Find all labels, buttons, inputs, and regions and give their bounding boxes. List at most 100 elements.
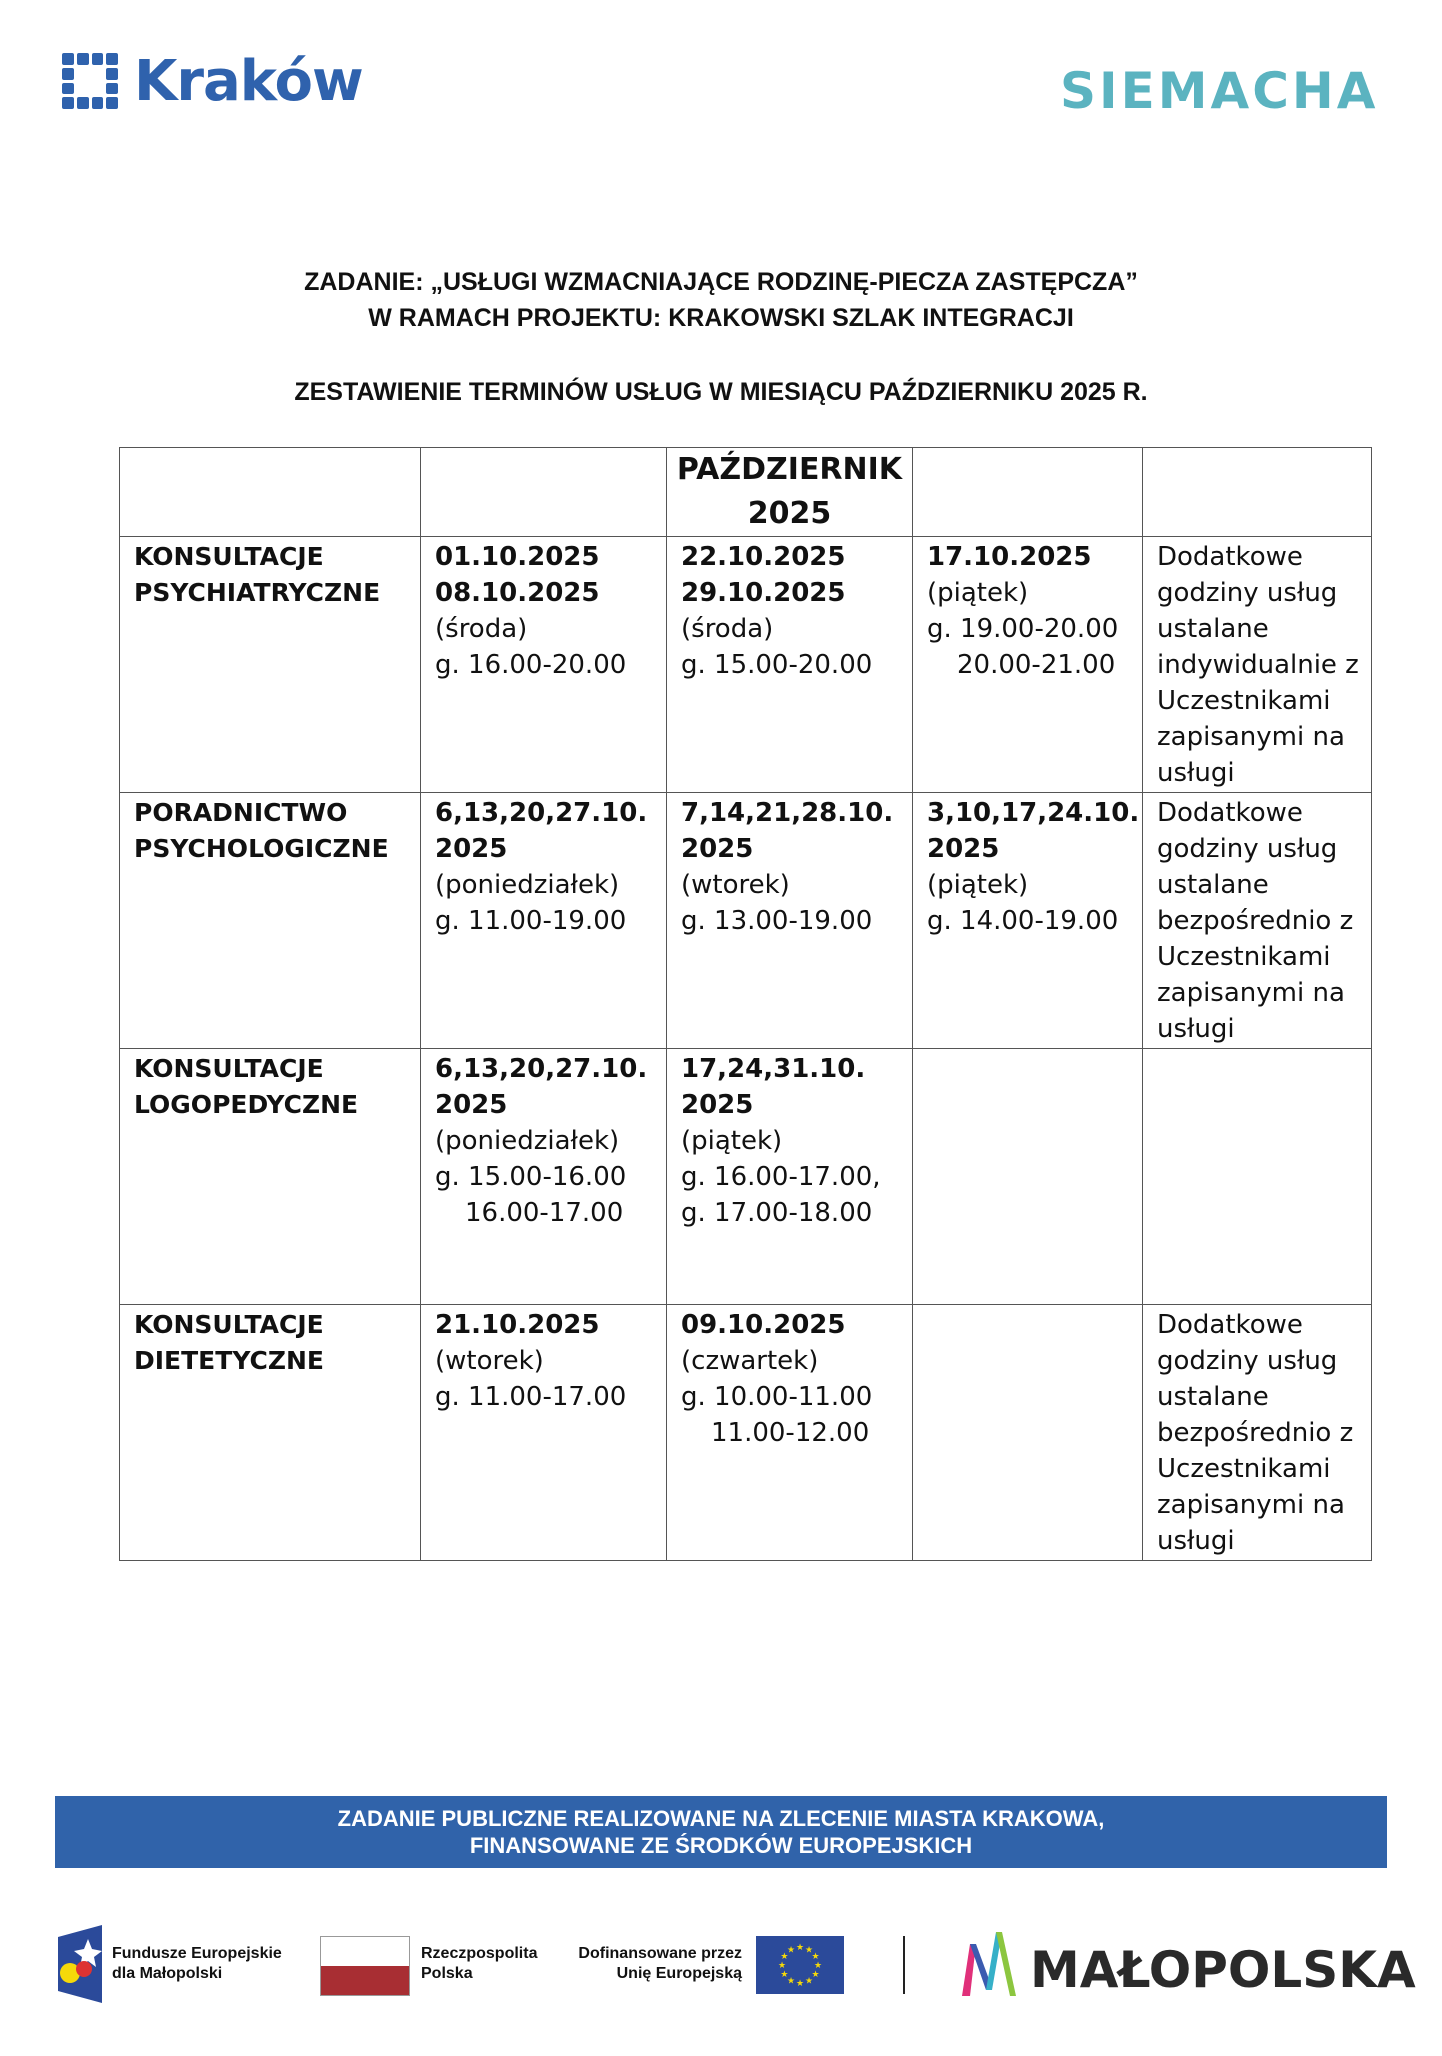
detail-line: indywidualnie z: [1157, 650, 1359, 680]
detail-line: zapisanymi na: [1157, 978, 1345, 1008]
detail-line: g. 16.00-17.00,: [681, 1162, 881, 1192]
eu-star: ★: [805, 1944, 813, 1954]
detail-line: (poniedziałek): [435, 1126, 620, 1156]
malopolska-logo: MAŁOPOLSKA: [960, 1932, 1416, 1996]
detail-line: godziny usług: [1157, 834, 1338, 864]
schedule-table: PAŹDZIERNIK 2025 KONSULTACJE PSYCHIATRYCZN…: [119, 447, 1372, 1561]
detail-line: g. 15.00-16.00: [435, 1162, 627, 1192]
service-name-cell: KONSULTACJE PSYCHIATRYCZNE: [119, 536, 421, 793]
date-line: 21.10.2025: [435, 1310, 600, 1340]
detail-line: g. 11.00-19.00: [435, 906, 627, 936]
date-line: 6,13,20,27.10.: [435, 1054, 648, 1084]
detail-line: g. 17.00-18.00: [681, 1198, 873, 1228]
eu-line: Unię Europejską: [616, 1965, 742, 1982]
detail-line: (piątek): [927, 870, 1029, 900]
eu-star: ★: [814, 1960, 822, 1970]
eu-star: ★: [780, 1969, 788, 1979]
date-line: 17.10.2025: [927, 542, 1092, 572]
krakow-emblem-icon: [62, 53, 118, 109]
detail-line: g. 14.00-19.00: [927, 906, 1119, 936]
table-row: PORADNICTWO PSYCHOLOGICZNE 6,13,20,27.10. 2…: [119, 792, 1372, 1049]
schedule-cell: Dodatkowe godziny usług ustalane bezpośredn…: [1142, 1304, 1372, 1561]
detail-line: (piątek): [927, 578, 1029, 608]
detail-line: g. 11.00-17.00: [435, 1382, 627, 1412]
detail-line: godziny usług: [1157, 578, 1338, 608]
schedule-cell: 01.10.2025 08.10.2025 (środa) g. 16.00-20.0…: [420, 536, 667, 793]
date-line: 08.10.2025: [435, 578, 600, 608]
divider: [903, 1936, 905, 1994]
detail-line: (wtorek): [681, 870, 790, 900]
detail-line: Dodatkowe: [1157, 798, 1303, 828]
table-header-row: PAŹDZIERNIK 2025: [119, 447, 1372, 537]
detail-line: usługi: [1157, 758, 1235, 788]
detail-line: (wtorek): [435, 1346, 544, 1376]
detail-line: bezpośrednio z: [1157, 1418, 1354, 1448]
banner-line: FINANSOWANE ZE ŚRODKÓW EUROPEJSKICH: [469, 1833, 973, 1858]
date-line: 22.10.2025: [681, 542, 846, 572]
detail-line: ustalane: [1157, 1382, 1269, 1412]
detail-line: Uczestnikami: [1157, 1454, 1331, 1484]
schedule-cell: 17.10.2025 (piątek) g. 19.00-20.00 20.00-21…: [912, 536, 1143, 793]
project-title: W RAMACH PROJEKTU: KRAKOWSKI SZLAK INTEG…: [368, 304, 1074, 332]
eu-star: ★: [812, 1969, 820, 1979]
siemacha-logo: SIEMACHA: [1060, 62, 1379, 120]
schedule-cell: 6,13,20,27.10. 2025 (poniedziałek) g. 15.00…: [420, 1048, 667, 1305]
date-line: 17,24,31.10.: [681, 1054, 866, 1084]
eu-line: Dofinansowane przez: [578, 1945, 742, 1962]
eu-star: ★: [780, 1951, 788, 1961]
rp-text: Rzeczpospolita Polska: [421, 1944, 537, 1984]
footer-banner: ZADANIE PUBLICZNE REALIZOWANE NA ZLECENI…: [55, 1796, 1387, 1868]
krakow-logo: Kraków: [62, 49, 364, 114]
schedule-cell: 09.10.2025 (czwartek) g. 10.00-11.00 11.00-…: [666, 1304, 913, 1561]
service-name: KONSULTACJE: [134, 1054, 324, 1083]
detail-line: g. 13.00-19.00: [681, 906, 873, 936]
detail-line: usługi: [1157, 1014, 1235, 1044]
schedule-cell: Dodatkowe godziny usług ustalane bezpośredn…: [1142, 792, 1372, 1049]
date-line: 2025: [435, 1090, 508, 1120]
detail-line: Dodatkowe: [1157, 1310, 1303, 1340]
header-cell: [1142, 447, 1372, 537]
date-line: 01.10.2025: [435, 542, 600, 572]
fe-text: Fundusze Europejskie: [112, 1945, 282, 1962]
date-line: 2025: [927, 834, 1000, 864]
detail-line: (środa): [435, 614, 528, 644]
eu-flag-icon: ★ ★★★★★★★★★★★: [756, 1936, 844, 1994]
detail-line: usługi: [1157, 1526, 1235, 1556]
detail-line: bezpośrednio z: [1157, 906, 1354, 936]
eu-star: ★: [787, 1976, 795, 1986]
polish-flag-icon: [320, 1936, 410, 1996]
date-line: 2025: [435, 834, 508, 864]
schedule-cell: 21.10.2025 (wtorek) g. 11.00-17.00: [420, 1304, 667, 1561]
date-line: 3,10,17,24.10.: [927, 798, 1140, 828]
detail-line: 16.00-17.00: [465, 1198, 624, 1228]
krakow-wordmark: Kraków: [134, 48, 364, 114]
schedule-cell: 17,24,31.10. 2025 (piątek) g. 16.00-17.00, g…: [666, 1048, 913, 1305]
rp-line: Rzeczpospolita: [421, 1945, 538, 1962]
schedule-cell: 22.10.2025 29.10.2025 (środa) g. 15.00-20.0…: [666, 536, 913, 793]
date-line: 6,13,20,27.10.: [435, 798, 648, 828]
detail-line: 11.00-12.00: [711, 1418, 870, 1448]
fe-text: dla Małopolski: [112, 1965, 223, 1982]
detail-line: g. 19.00-20.00: [927, 614, 1119, 644]
month-heading: PAŹDZIERNIK 2025: [676, 452, 903, 531]
service-name: PSYCHOLOGICZNE: [134, 834, 389, 863]
header-cell: PAŹDZIERNIK 2025: [666, 447, 913, 537]
date-line: 2025: [681, 1090, 754, 1120]
detail-line: Uczestnikami: [1157, 942, 1331, 972]
header-cell: [912, 447, 1143, 537]
detail-line: zapisanymi na: [1157, 1490, 1345, 1520]
schedule-cell: Dodatkowe godziny usług ustalane indywidual…: [1142, 536, 1372, 793]
schedule-cell: [912, 1304, 1143, 1561]
eu-star: ★: [812, 1951, 820, 1961]
date-line: 09.10.2025: [681, 1310, 846, 1340]
detail-line: g. 15.00-20.00: [681, 650, 873, 680]
service-name: LOGOPEDYCZNE: [134, 1090, 359, 1119]
detail-line: (piątek): [681, 1126, 783, 1156]
service-name: DIETETYCZNE: [134, 1346, 325, 1375]
eu-star: ★: [778, 1960, 786, 1970]
detail-line: g. 10.00-11.00: [681, 1382, 873, 1412]
eu-star: ★: [805, 1976, 813, 1986]
service-name: KONSULTACJE: [134, 542, 324, 571]
eu-star: ★: [787, 1944, 795, 1954]
schedule-title: ZESTAWIENIE TERMINÓW USŁUG W MIESIĄCU PA…: [294, 378, 1148, 406]
